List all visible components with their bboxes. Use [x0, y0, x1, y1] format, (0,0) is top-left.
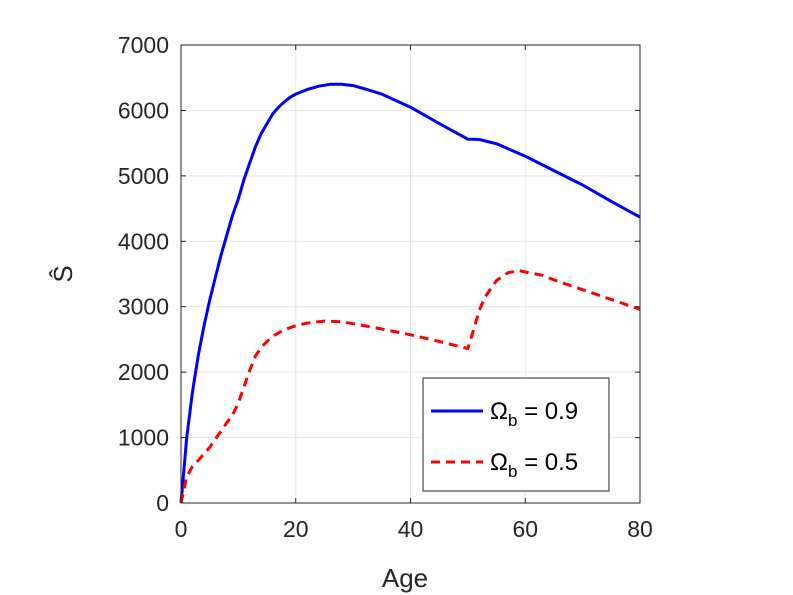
y-tick-label: 0 [156, 490, 169, 516]
y-axis-title: Ŝ [48, 265, 78, 282]
series-line-omega-0.5 [179, 269, 641, 504]
legend-subscript: b [508, 411, 517, 430]
legend-box [422, 377, 610, 492]
x-tick-label: 0 [175, 516, 188, 542]
x-tick-label: 60 [512, 516, 538, 542]
legend-value: = 0.9 [517, 398, 578, 425]
y-tick-label: 7000 [118, 32, 169, 58]
x-tick-labels: 0 20 40 60 80 [175, 516, 653, 542]
x-tick-label: 20 [283, 516, 309, 542]
series-group [179, 82, 641, 504]
x-axis-title: Age [382, 563, 428, 593]
y-tick-label: 6000 [118, 97, 169, 123]
y-tick-label: 4000 [118, 228, 169, 254]
x-tick-label: 40 [398, 516, 424, 542]
y-tick-label: 2000 [118, 359, 169, 385]
y-tick-labels: 0 1000 2000 3000 4000 5000 6000 7000 [118, 32, 169, 516]
y-tick-label: 3000 [118, 294, 169, 320]
legend-symbol: Ω [490, 449, 508, 476]
series-line-omega-0.9 [179, 82, 641, 504]
ticks [180, 44, 641, 504]
legend: Ωb = 0.9 Ωb = 0.5 [422, 377, 610, 492]
legend-subscript: b [508, 462, 517, 481]
legend-symbol: Ω [490, 398, 508, 425]
legend-label-omega-0.9: Ωb = 0.9 [490, 398, 578, 430]
legend-label-omega-0.5: Ωb = 0.5 [490, 449, 578, 481]
legend-value: = 0.5 [517, 449, 578, 476]
y-tick-label: 1000 [118, 425, 169, 451]
x-tick-label: 80 [627, 516, 653, 542]
y-tick-label: 5000 [118, 163, 169, 189]
